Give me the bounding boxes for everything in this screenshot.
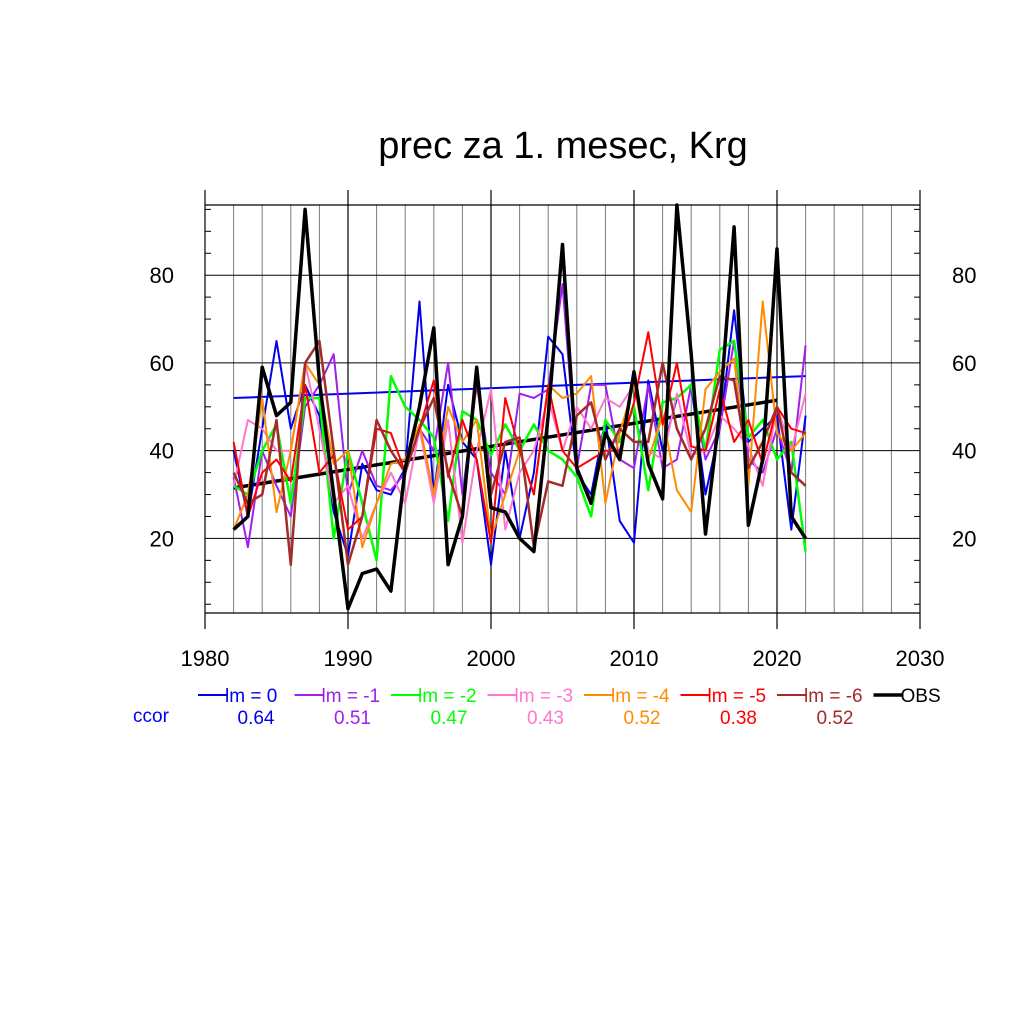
legend-ccor: 0.38 — [720, 708, 757, 729]
legend-ccor: 0.64 — [238, 708, 275, 729]
legend-ccor: 0.52 — [624, 708, 661, 729]
x-tick-label: 2000 — [467, 646, 516, 671]
legend-entry: lm = -4 — [611, 686, 670, 707]
ccor-label: ccor — [133, 706, 170, 727]
x-tick-label: 1980 — [181, 646, 230, 671]
legend-entry: lm = -6 — [804, 686, 863, 707]
y-tick-label-right: 80 — [952, 263, 976, 288]
x-tick-label: 2010 — [610, 646, 659, 671]
y-tick-label-right: 60 — [952, 351, 976, 376]
y-tick-label-left: 60 — [150, 351, 174, 376]
legend-entry: lm = -2 — [418, 686, 477, 707]
y-tick-label-left: 80 — [150, 263, 174, 288]
legend-entry: lm = 0 — [225, 686, 277, 707]
legend-entry: lm = -1 — [322, 686, 381, 707]
chart-title: prec za 1. mesec, Krg — [378, 125, 748, 167]
x-tick-label: 2030 — [896, 646, 945, 671]
legend-entry: lm = -5 — [708, 686, 767, 707]
legend-ccor: 0.43 — [527, 708, 564, 729]
series-line-3 — [232, 361, 807, 544]
y-tick-label-right: 20 — [952, 526, 976, 551]
legend-ccor: 0.47 — [431, 708, 468, 729]
x-tick-label: 2020 — [753, 646, 802, 671]
legend: ccor lm = 00.64 lm = -10.51 lm = -20.47 lm =… — [133, 686, 941, 729]
series-line-7 — [232, 203, 808, 611]
y-tick-label-left: 40 — [150, 439, 174, 464]
series-line-1 — [232, 283, 807, 549]
legend-ccor: 0.52 — [817, 708, 854, 729]
legend-entry: lm = -3 — [515, 686, 574, 707]
x-tick-label: 1990 — [324, 646, 373, 671]
series-lines — [232, 203, 808, 611]
series-line-6 — [232, 339, 807, 566]
y-tick-label-left: 20 — [150, 526, 174, 551]
legend-entry: OBS — [901, 686, 941, 707]
trend-line-0 — [233, 375, 806, 400]
y-tick-label-right: 40 — [952, 439, 976, 464]
legend-ccor: 0.51 — [334, 708, 371, 729]
